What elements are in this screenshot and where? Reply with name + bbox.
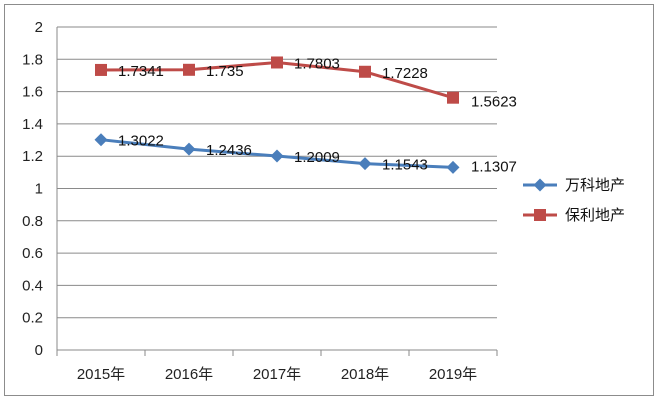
x-tick-label: 2016年 (165, 366, 213, 383)
data-label: 1.5623 (471, 94, 517, 111)
data-point (95, 63, 107, 76)
x-tick-label: 2018年 (341, 366, 389, 383)
data-label: 1.2436 (206, 142, 252, 159)
x-tick-label: 2017年 (253, 366, 301, 383)
y-tick-label: 1.8 (22, 51, 43, 68)
y-axis-tick-labels: 0 0.2 0.4 0.6 0.8 1 1.2 1.4 1.6 1.8 2 (22, 19, 43, 359)
y-tick-label: 0.4 (22, 277, 43, 294)
y-tick-label: 0.8 (22, 213, 43, 230)
data-label: 1.1307 (471, 158, 517, 175)
y-tick-label: 0.2 (22, 310, 43, 327)
axes (56, 27, 498, 356)
data-labels: 1.3022 1.2436 1.2009 1.1543 1.1307 1.7341 1.73… (118, 55, 517, 175)
y-tick-label: 1.4 (22, 116, 43, 133)
y-tick-label: 1 (35, 181, 43, 198)
y-tick-label: 2 (35, 19, 43, 36)
data-label: 1.2009 (294, 149, 340, 166)
data-point (447, 91, 459, 104)
data-point (182, 142, 196, 156)
data-label: 1.3022 (118, 133, 164, 150)
data-point (94, 133, 108, 147)
data-label: 1.1543 (382, 157, 428, 174)
data-point (271, 56, 283, 69)
y-tick-label: 0.6 (22, 245, 43, 262)
legend-marker (534, 209, 546, 221)
legend-marker (533, 178, 547, 192)
x-axis-tick-labels: 2015年 2016年 2017年 2018年 2019年 (77, 366, 477, 383)
data-point (270, 149, 284, 163)
data-point (183, 63, 195, 76)
data-label: 1.735 (206, 63, 244, 80)
data-label: 1.7228 (382, 65, 428, 82)
data-label: 1.7341 (118, 63, 164, 80)
legend-label: 万科地产 (565, 176, 625, 194)
x-tick-label: 2015年 (77, 366, 125, 383)
x-tick-label: 2019年 (429, 366, 477, 383)
legend-label: 保利地产 (565, 206, 625, 224)
data-label: 1.7803 (294, 55, 340, 72)
data-point (358, 157, 372, 171)
y-tick-label: 1.2 (22, 148, 43, 165)
series-layer (94, 56, 460, 174)
data-point (359, 65, 371, 78)
y-tick-label: 1.6 (22, 84, 43, 101)
data-point (446, 160, 460, 174)
y-tick-label: 0 (35, 342, 43, 359)
